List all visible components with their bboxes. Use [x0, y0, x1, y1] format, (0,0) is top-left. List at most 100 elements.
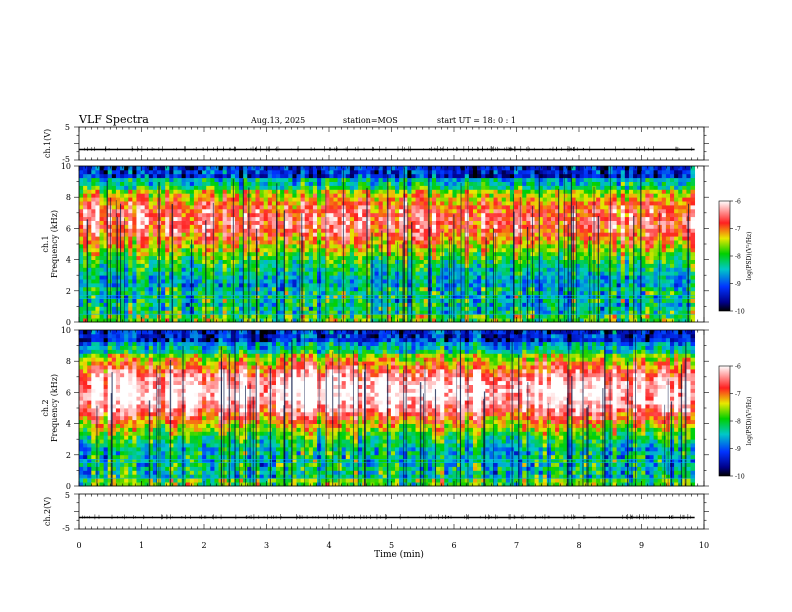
spectrogram-cell	[341, 177, 347, 182]
spectrogram-cell	[358, 267, 363, 272]
spectrogram-cell	[419, 236, 425, 241]
spectrogram-cell	[337, 294, 343, 299]
spectrogram-cell	[189, 166, 195, 171]
spectrogram-cell	[99, 247, 105, 253]
spectrogram-cell	[415, 166, 421, 171]
spectrogram-cell	[152, 236, 158, 241]
spectrogram-cell	[427, 220, 433, 225]
spectrogram-cell	[185, 181, 191, 186]
spectrogram-cell	[222, 240, 228, 245]
spectrogram-cell	[403, 173, 408, 179]
spectrogram-cell	[247, 169, 252, 175]
spectrogram-cell	[378, 166, 384, 171]
spectrogram-cell	[329, 271, 334, 276]
spectrogram-cell	[140, 286, 146, 292]
spectrogram-cell	[251, 290, 256, 296]
spectrogram-cell	[382, 294, 388, 299]
spectrogram-cell	[431, 259, 437, 264]
spectrogram-cell	[550, 294, 556, 299]
spectrogram-cell	[124, 294, 129, 299]
spectrogram-cell	[440, 228, 445, 233]
spectrogram-cell	[538, 201, 544, 206]
spectrogram-cell	[222, 166, 228, 171]
spectrogram-cell	[111, 318, 117, 323]
spectrogram-cell	[83, 259, 88, 264]
spectrogram-cell	[329, 314, 334, 319]
spectrogram-cell	[419, 314, 425, 319]
spectrogram-cell	[95, 271, 100, 276]
spectrogram-cell	[288, 255, 293, 260]
spectrogram-cell	[234, 306, 240, 311]
spectrogram-cell	[509, 177, 515, 182]
spectrogram-cell	[267, 286, 273, 292]
spectrogram-cell	[247, 294, 252, 299]
spectrogram-cell	[136, 271, 141, 276]
spectrogram-cell	[202, 193, 207, 198]
spectrogram-cell	[271, 193, 277, 198]
spectrogram-cell	[271, 279, 277, 284]
spectrogram-cell	[436, 228, 441, 233]
spectrogram-cell	[128, 169, 133, 175]
spectrogram-cell	[366, 306, 371, 311]
spectrogram-cell	[198, 220, 203, 225]
spectrogram-cell	[509, 181, 515, 186]
spectrogram-cell	[128, 251, 133, 257]
spectrogram-cell	[152, 240, 158, 245]
spectrogram-cell	[374, 318, 380, 323]
spectrogram-cell	[464, 251, 470, 257]
spectrogram-cell	[452, 294, 457, 299]
spectrogram-cell	[276, 240, 281, 245]
spectrogram-cell	[333, 279, 338, 284]
spectrogram-cell	[366, 232, 371, 237]
spectrogram-cell	[234, 220, 240, 225]
spectrogram-cell	[493, 318, 499, 323]
spectrogram-cell	[161, 177, 166, 182]
spectrogram-cell	[497, 314, 503, 319]
spectrogram-cell	[411, 244, 416, 249]
spectrogram-cell	[415, 302, 421, 307]
spectrogram-cell	[325, 228, 330, 233]
spectrogram-cell	[358, 302, 363, 307]
spectrogram-cell	[152, 251, 158, 257]
spectrogram-cell	[181, 255, 187, 260]
spectrogram-cell	[349, 302, 355, 307]
spectrogram-cell	[501, 240, 507, 245]
spectrogram-cell	[542, 232, 548, 237]
spectrogram-cell	[333, 220, 338, 225]
spectrogram-cell	[411, 173, 416, 179]
spectrogram-cell	[493, 247, 499, 253]
spectrogram-cell	[140, 275, 146, 280]
spectrogram-cell	[362, 189, 367, 194]
spectrogram-cell	[99, 224, 105, 229]
spectrogram-cell	[234, 201, 240, 206]
spectrogram-cell	[522, 220, 527, 225]
spectrogram-cell	[169, 255, 174, 260]
spectrogram-cell	[189, 189, 195, 194]
spectrogram-cell	[111, 205, 117, 210]
ch1-waveform-ytick-bottom: -5	[62, 155, 70, 164]
spectrogram-cell	[349, 247, 355, 253]
spectrogram-cell	[95, 247, 100, 253]
spectrogram-cell	[485, 216, 490, 221]
spectrogram-cell	[411, 251, 416, 257]
spectrogram-cell	[399, 263, 404, 268]
spectrogram-cell	[124, 244, 129, 249]
spectrogram-cell	[378, 267, 384, 272]
spectrogram-cell	[308, 259, 314, 264]
spectrogram-cell	[276, 294, 281, 299]
spectrogram-cell	[526, 201, 531, 206]
spectrogram-cell	[218, 244, 224, 249]
spectrogram-cell	[493, 205, 499, 210]
spectrogram-cell	[546, 189, 552, 194]
spectrogram-cell	[120, 318, 125, 323]
spectrogram-cell	[103, 189, 109, 194]
spectrogram-cell	[165, 236, 170, 241]
spectrogram-cell	[103, 255, 109, 260]
spectrogram-cell	[234, 181, 240, 186]
spectrogram-cell	[284, 169, 289, 175]
spectrogram-cell	[243, 259, 248, 264]
spectrogram-cell	[218, 177, 224, 182]
spectrogram-cell	[226, 251, 232, 257]
spectrogram-cell	[161, 169, 166, 175]
spectrogram-cell	[214, 185, 219, 190]
